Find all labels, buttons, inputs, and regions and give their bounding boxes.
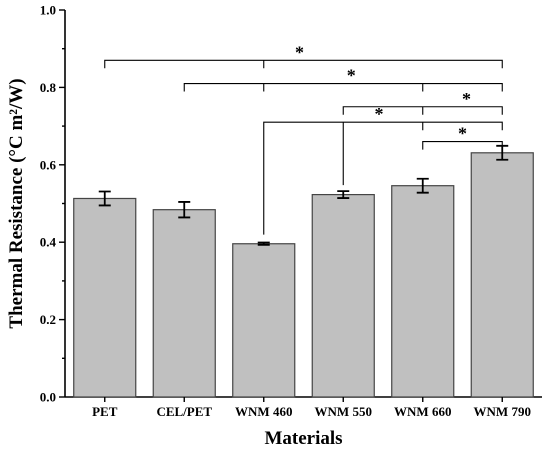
x-tick-label: PET [92, 404, 118, 419]
y-ticks: 0.0 0.2 0.4 0.6 0.8 1.0 [40, 3, 65, 405]
bar [470, 152, 534, 398]
x-tick-label: WNM 460 [235, 404, 292, 419]
error-bar [337, 190, 350, 199]
x-axis-title: Materials [264, 428, 342, 449]
significance-bracket [263, 121, 503, 235]
x-tick-label: WNM 550 [315, 404, 372, 419]
significance-star: * [347, 66, 356, 86]
significance-brackets: * * * * * [104, 42, 503, 235]
error-bar [178, 201, 191, 219]
x-ticks: PET CEL/PET WNM 460 WNM 550 WNM 660 WNM 790 [92, 397, 531, 419]
significance-star: * [458, 124, 467, 144]
plot-area: * * * * * 0.0 0.2 0.4 0.6 0.8 1.0 PET CEL/PET WNM 4… [40, 3, 542, 419]
significance-bracket [422, 141, 503, 150]
x-tick-label: WNM 660 [394, 404, 451, 419]
bar [73, 197, 137, 398]
bar [311, 193, 375, 398]
significance-star: * [295, 42, 304, 62]
significance-bracket [342, 106, 503, 115]
error-bar [416, 177, 429, 194]
bar [232, 243, 296, 398]
error-bar [257, 241, 270, 246]
y-tick-label: 0.8 [40, 80, 57, 95]
significance-bracket [183, 82, 503, 92]
bar [391, 185, 455, 398]
y-tick-label: 0.2 [40, 312, 56, 327]
bar [152, 209, 216, 398]
x-tick-label: CEL/PET [156, 404, 212, 419]
significance-star: * [462, 89, 471, 109]
y-tick-label: 0.6 [40, 157, 57, 172]
x-tick-label: WNM 790 [474, 404, 531, 419]
y-tick-label: 0.0 [40, 390, 56, 405]
error-bar [98, 190, 111, 207]
y-axis-title: Thermal Resistance (°C m²/W) [6, 78, 27, 328]
bars-layer [73, 144, 534, 398]
y-tick-label: 0.4 [40, 235, 57, 250]
significance-bracket [104, 59, 503, 69]
y-tick-label: 1.0 [40, 3, 56, 18]
significance-star: * [375, 104, 384, 124]
